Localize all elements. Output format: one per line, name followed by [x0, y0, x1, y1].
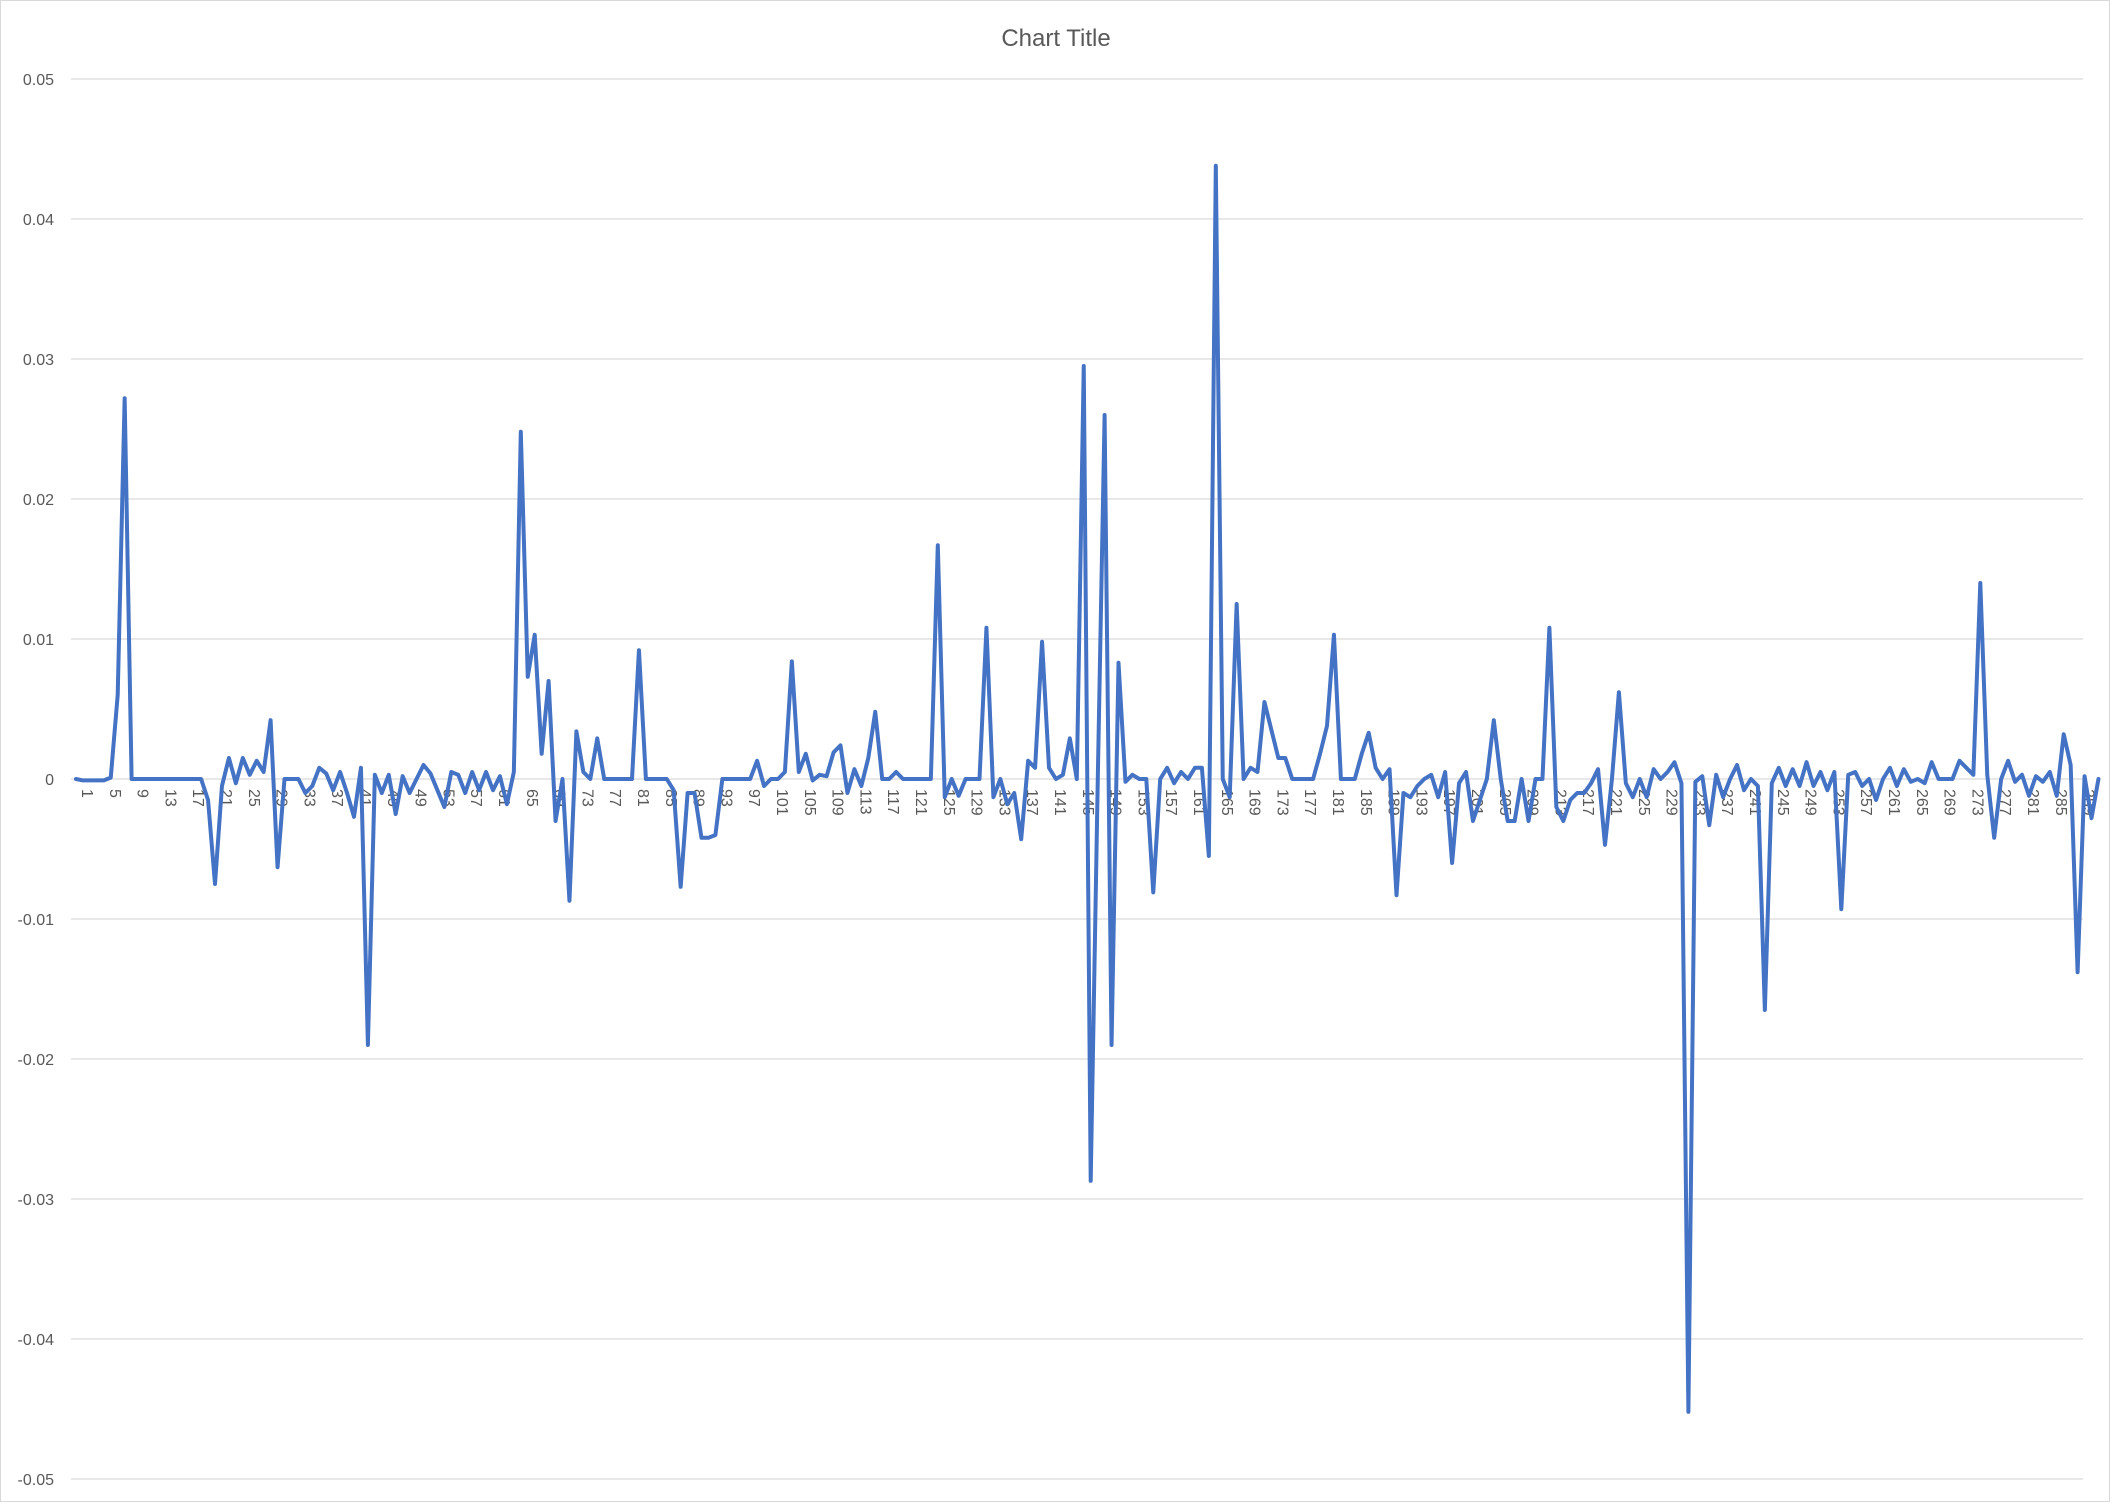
- x-tick-label: 169: [1246, 789, 1263, 816]
- x-tick-label: 9: [134, 789, 151, 798]
- x-tick-label: 157: [1162, 789, 1179, 816]
- y-tick-label: 0.04: [23, 212, 54, 229]
- x-tick-label: 173: [1273, 789, 1290, 816]
- y-tick-label: -0.03: [18, 1192, 55, 1209]
- x-tick-label: 265: [1913, 789, 1930, 816]
- x-tick-label: 109: [829, 789, 846, 816]
- chart-title: Chart Title: [1001, 25, 1110, 52]
- x-tick-label: 5: [106, 789, 123, 798]
- x-tick-label: 77: [606, 789, 623, 807]
- x-tick-label: 141: [1051, 789, 1068, 816]
- x-tick-label: 1: [78, 789, 95, 798]
- y-tick-label: 0: [45, 772, 54, 789]
- y-tick-label: -0.05: [18, 1472, 55, 1489]
- x-tick-label: 49: [412, 789, 429, 807]
- x-tick-label: 229: [1663, 789, 1680, 816]
- x-tick-label: 37: [328, 789, 345, 807]
- x-tick-label: 81: [634, 789, 651, 807]
- x-tick-label: 193: [1412, 789, 1429, 816]
- y-tick-label: -0.02: [18, 1052, 55, 1069]
- x-tick-label: 13: [161, 789, 178, 807]
- x-tick-label: 121: [912, 789, 929, 816]
- x-tick-label: 129: [968, 789, 985, 816]
- series-line: [74, 163, 2101, 1414]
- series-layer: [74, 163, 2101, 1414]
- y-tick-label: 0.01: [23, 632, 54, 649]
- y-tick-label: -0.01: [18, 912, 55, 929]
- y-axis-tick-labels: 0.05 0.04 0.03 0.02 0.01 0 -0.01 -0.02 -0.03 -0.0…: [18, 72, 55, 1489]
- x-tick-label: 133: [995, 789, 1012, 816]
- x-tick-label: 101: [773, 789, 790, 816]
- x-tick-label: 273: [1968, 789, 1985, 816]
- x-tick-label: 177: [1301, 789, 1318, 816]
- x-tick-label: 185: [1357, 789, 1374, 816]
- x-tick-label: 25: [245, 789, 262, 807]
- x-tick-label: 65: [523, 789, 540, 807]
- x-tick-label: 137: [1023, 789, 1040, 816]
- x-tick-label: 73: [578, 789, 595, 807]
- x-tick-label: 17: [189, 789, 206, 807]
- x-tick-label: 269: [1941, 789, 1958, 816]
- x-tick-label: 245: [1774, 789, 1791, 816]
- x-tick-label: 105: [801, 789, 818, 816]
- x-tick-label: 261: [1885, 789, 1902, 816]
- x-tick-label: 181: [1329, 789, 1346, 816]
- x-tick-label: 113: [856, 789, 873, 815]
- x-tick-label: 97: [745, 789, 762, 807]
- y-tick-label: 0.02: [23, 492, 54, 509]
- x-tick-label: 249: [1802, 789, 1819, 816]
- y-tick-label: 0.05: [23, 72, 54, 89]
- x-tick-label: 257: [1857, 789, 1874, 816]
- y-tick-label: 0.03: [23, 352, 54, 369]
- x-tick-label: 217: [1579, 789, 1596, 816]
- x-tick-label: 57: [467, 789, 484, 807]
- y-tick-label: -0.04: [18, 1332, 55, 1349]
- x-tick-label: 117: [884, 789, 901, 815]
